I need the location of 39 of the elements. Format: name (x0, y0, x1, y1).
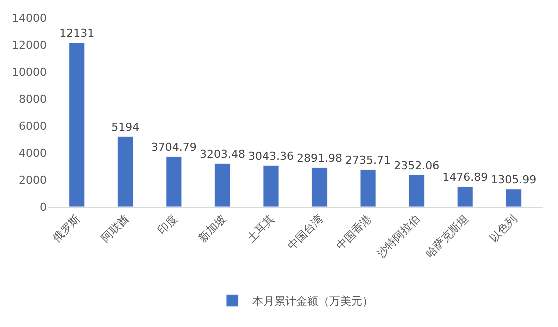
data-label: 2352.06 (394, 159, 440, 172)
bar (360, 170, 376, 207)
bar (166, 156, 182, 207)
x-tick-label: 俄罗斯 (50, 212, 84, 246)
x-tick-label: 以色列 (487, 212, 520, 246)
bar (263, 166, 280, 207)
x-tick-label: 阿联酋 (99, 212, 132, 246)
data-label: 3203.48 (200, 148, 246, 161)
bar (312, 168, 328, 207)
data-label: 3043.36 (248, 150, 294, 163)
data-label: 5194 (112, 120, 140, 134)
data-label: 1476.89 (442, 171, 488, 184)
data-label: 12131 (60, 27, 95, 40)
bar (457, 186, 474, 207)
x-tick-label: 哈萨克斯坦 (423, 212, 472, 261)
y-tick-label: 14000 (12, 12, 47, 25)
x-tick-label: 新加坡 (196, 212, 229, 246)
y-tick-label: 10000 (12, 66, 47, 79)
x-tick-label: 印度 (155, 212, 180, 238)
bar (118, 136, 134, 207)
data-label: 2891.98 (297, 152, 343, 165)
x-tick-label: 土耳其 (244, 212, 278, 246)
x-tick-label: 中国台湾 (285, 212, 326, 253)
y-tick-label: 8000 (19, 92, 47, 106)
data-label: 3704.79 (151, 140, 197, 154)
bar (214, 164, 231, 207)
x-tick-label: 沙特阿拉伯 (374, 212, 423, 261)
y-tick-label: 6000 (19, 120, 47, 133)
data-label: 1305.99 (491, 173, 537, 186)
data-label: 2735.71 (346, 154, 392, 168)
y-tick-label: 12000 (12, 38, 47, 52)
legend-label: 本月累计金额（万美元） (252, 295, 374, 308)
x-tick-label: 中国香港 (334, 212, 374, 253)
y-tick-label: 4000 (19, 146, 47, 160)
bar (408, 175, 425, 207)
bar (506, 189, 522, 207)
y-tick-label: 2000 (19, 174, 47, 187)
bar (69, 42, 86, 207)
y-tick-label: 0 (40, 200, 47, 214)
